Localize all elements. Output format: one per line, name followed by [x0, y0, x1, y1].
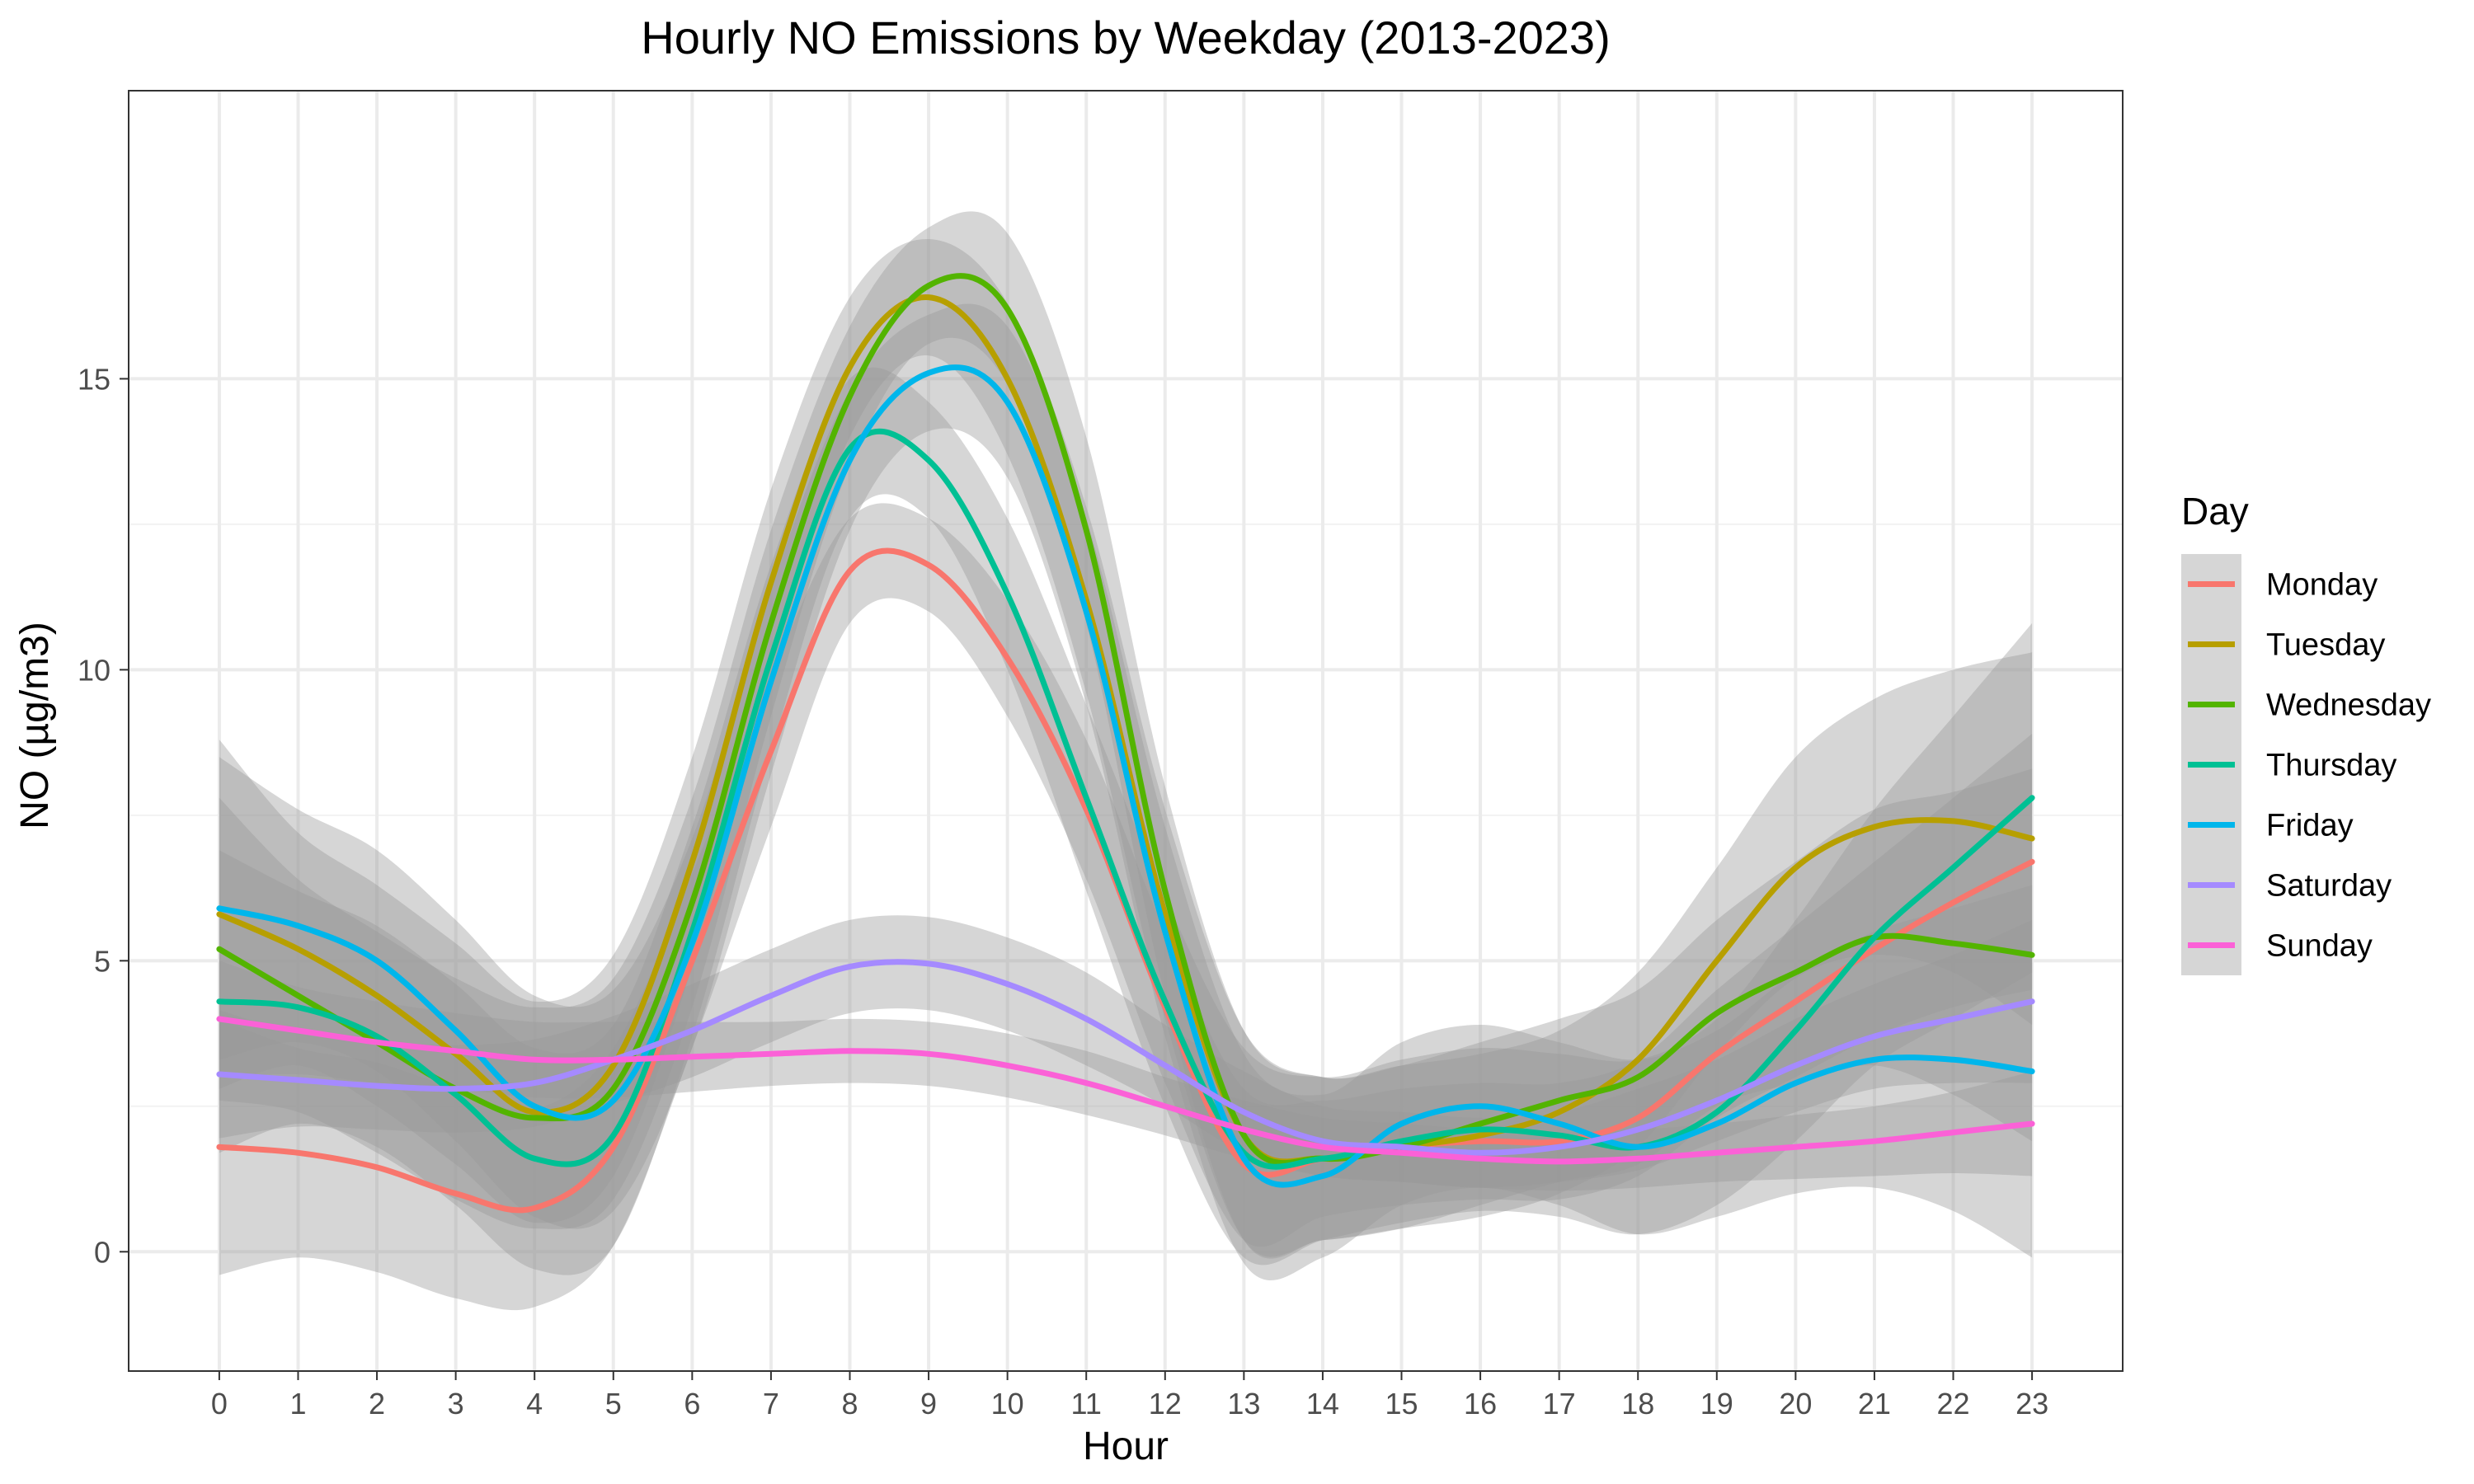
series-lines [216, 273, 2035, 1214]
x-tick-label: 15 [1385, 1387, 1418, 1421]
series-line-thursday [216, 428, 2035, 1170]
legend-item-saturday: Saturday [2181, 855, 2392, 915]
x-tick-label: 13 [1227, 1387, 1260, 1421]
x-tick-label: 4 [526, 1387, 543, 1421]
y-axis-ticks: 0 5 10 15 [78, 362, 129, 1269]
y-tick-label: 5 [94, 944, 111, 978]
legend-item-monday: Monday [2181, 554, 2378, 614]
series-line-saturday [216, 959, 2035, 1156]
x-tick-label: 5 [605, 1387, 622, 1421]
x-tick-label: 12 [1149, 1387, 1182, 1421]
legend-label: Tuesday [2266, 628, 2385, 663]
series-line-monday [216, 547, 2035, 1214]
x-axis-title: Hour [1083, 1425, 1169, 1468]
series-line-tuesday [216, 294, 2035, 1165]
x-tick-label: 1 [289, 1387, 306, 1421]
x-tick-label: 10 [991, 1387, 1024, 1421]
legend-label: Sunday [2266, 929, 2373, 964]
y-tick-label: 10 [78, 653, 111, 687]
x-tick-label: 21 [1858, 1387, 1891, 1421]
legend-label: Wednesday [2266, 688, 2431, 723]
x-tick-label: 9 [920, 1387, 937, 1421]
legend-title: Day [2181, 490, 2249, 533]
y-axis-title: NO (µg/m3) [13, 622, 57, 829]
x-tick-label: 6 [684, 1387, 700, 1421]
x-tick-label: 22 [1936, 1387, 1969, 1421]
x-tick-label: 2 [369, 1387, 385, 1421]
y-tick-label: 15 [78, 362, 111, 396]
x-tick-label: 18 [1621, 1387, 1654, 1421]
x-axis-ticks: 0 1 2 3 4 5 6 7 8 9 10 11 12 13 14 15 16 17 18 19 20 21 22 23 [211, 1371, 2048, 1421]
legend-item-friday: Friday [2181, 795, 2354, 855]
confidence-band-thursday [219, 367, 2033, 1275]
x-tick-label: 3 [448, 1387, 464, 1421]
x-tick-label: 17 [1543, 1387, 1576, 1421]
chart-title: Hourly NO Emissions by Weekday (2013-202… [641, 12, 1610, 63]
x-tick-label: 23 [2015, 1387, 2048, 1421]
legend-item-sunday: Sunday [2181, 915, 2373, 975]
x-tick-label: 7 [763, 1387, 779, 1421]
x-tick-label: 11 [1071, 1387, 1102, 1421]
x-tick-label: 16 [1464, 1387, 1497, 1421]
legend: Day Monday Tuesday Wednesday Thursday Friday… [2181, 490, 2431, 975]
legend-label: Thursday [2266, 749, 2396, 783]
x-tick-label: 19 [1700, 1387, 1733, 1421]
legend-item-tuesday: Tuesday [2181, 614, 2385, 674]
x-tick-label: 0 [211, 1387, 228, 1421]
series-line-sunday [216, 1016, 2035, 1165]
plot-panel-border [128, 90, 2124, 1372]
x-tick-label: 20 [1779, 1387, 1812, 1421]
series-line-friday [216, 364, 2035, 1188]
legend-label: Monday [2266, 568, 2378, 603]
legend-items: Monday Tuesday Wednesday Thursday Friday Satu… [2181, 554, 2431, 975]
legend-label: Saturday [2266, 869, 2392, 904]
legend-item-thursday: Thursday [2181, 735, 2396, 795]
legend-item-wednesday: Wednesday [2181, 674, 2431, 735]
y-tick-label: 0 [94, 1235, 111, 1269]
x-tick-label: 14 [1306, 1387, 1339, 1421]
x-tick-label: 8 [841, 1387, 858, 1421]
confidence-band-saturday [219, 915, 2033, 1188]
legend-label: Friday [2266, 809, 2354, 843]
